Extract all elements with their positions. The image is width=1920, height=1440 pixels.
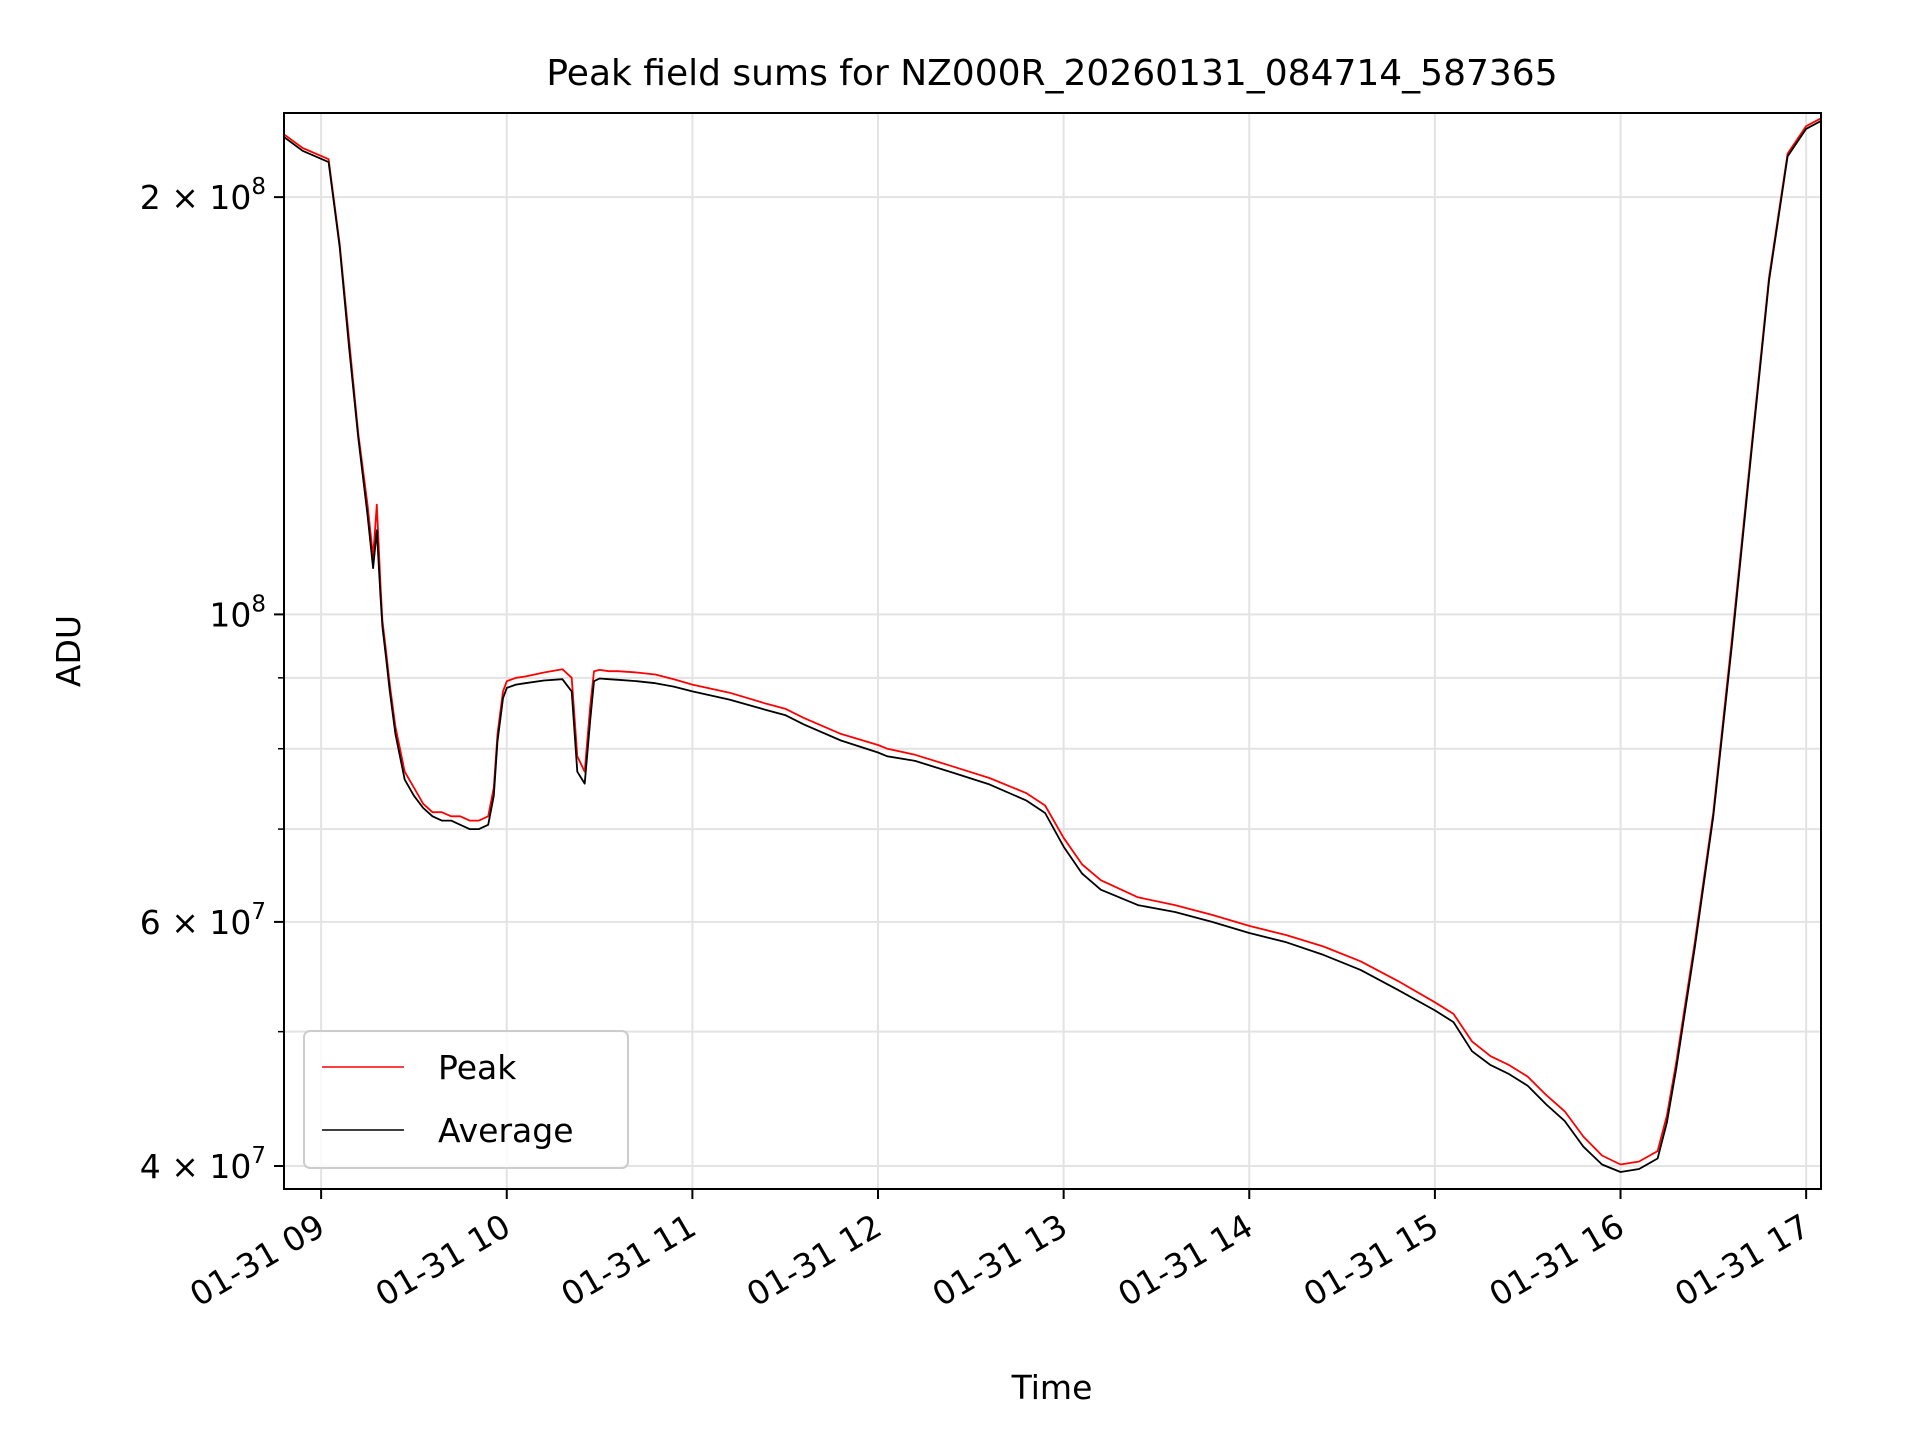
plot-area-frame	[283, 112, 1822, 1190]
legend-box	[303, 1030, 629, 1169]
y-axis: 4 × 107 6 × 107 108 2 × 108	[140, 174, 284, 1186]
series-line-average	[283, 120, 1822, 1173]
y-tick-label: 6 × 107	[140, 899, 266, 942]
series-layer	[283, 117, 1822, 1173]
series-line-peak	[283, 117, 1822, 1166]
x-axis-label: Time	[1011, 1368, 1093, 1407]
legend: Peak Average	[303, 1030, 629, 1169]
legend-peak-label: Peak	[438, 1048, 517, 1087]
y-tick-label: 2 × 108	[140, 174, 266, 217]
y-tick-label: 108	[209, 591, 266, 634]
chart-title: Peak field sums for NZ000R_20260131_0847…	[546, 53, 1557, 94]
y-axis-label: ADU	[49, 615, 88, 687]
y-tick-label: 4 × 107	[140, 1143, 266, 1186]
legend-average-label: Average	[438, 1111, 574, 1150]
grid	[284, 113, 1821, 1189]
